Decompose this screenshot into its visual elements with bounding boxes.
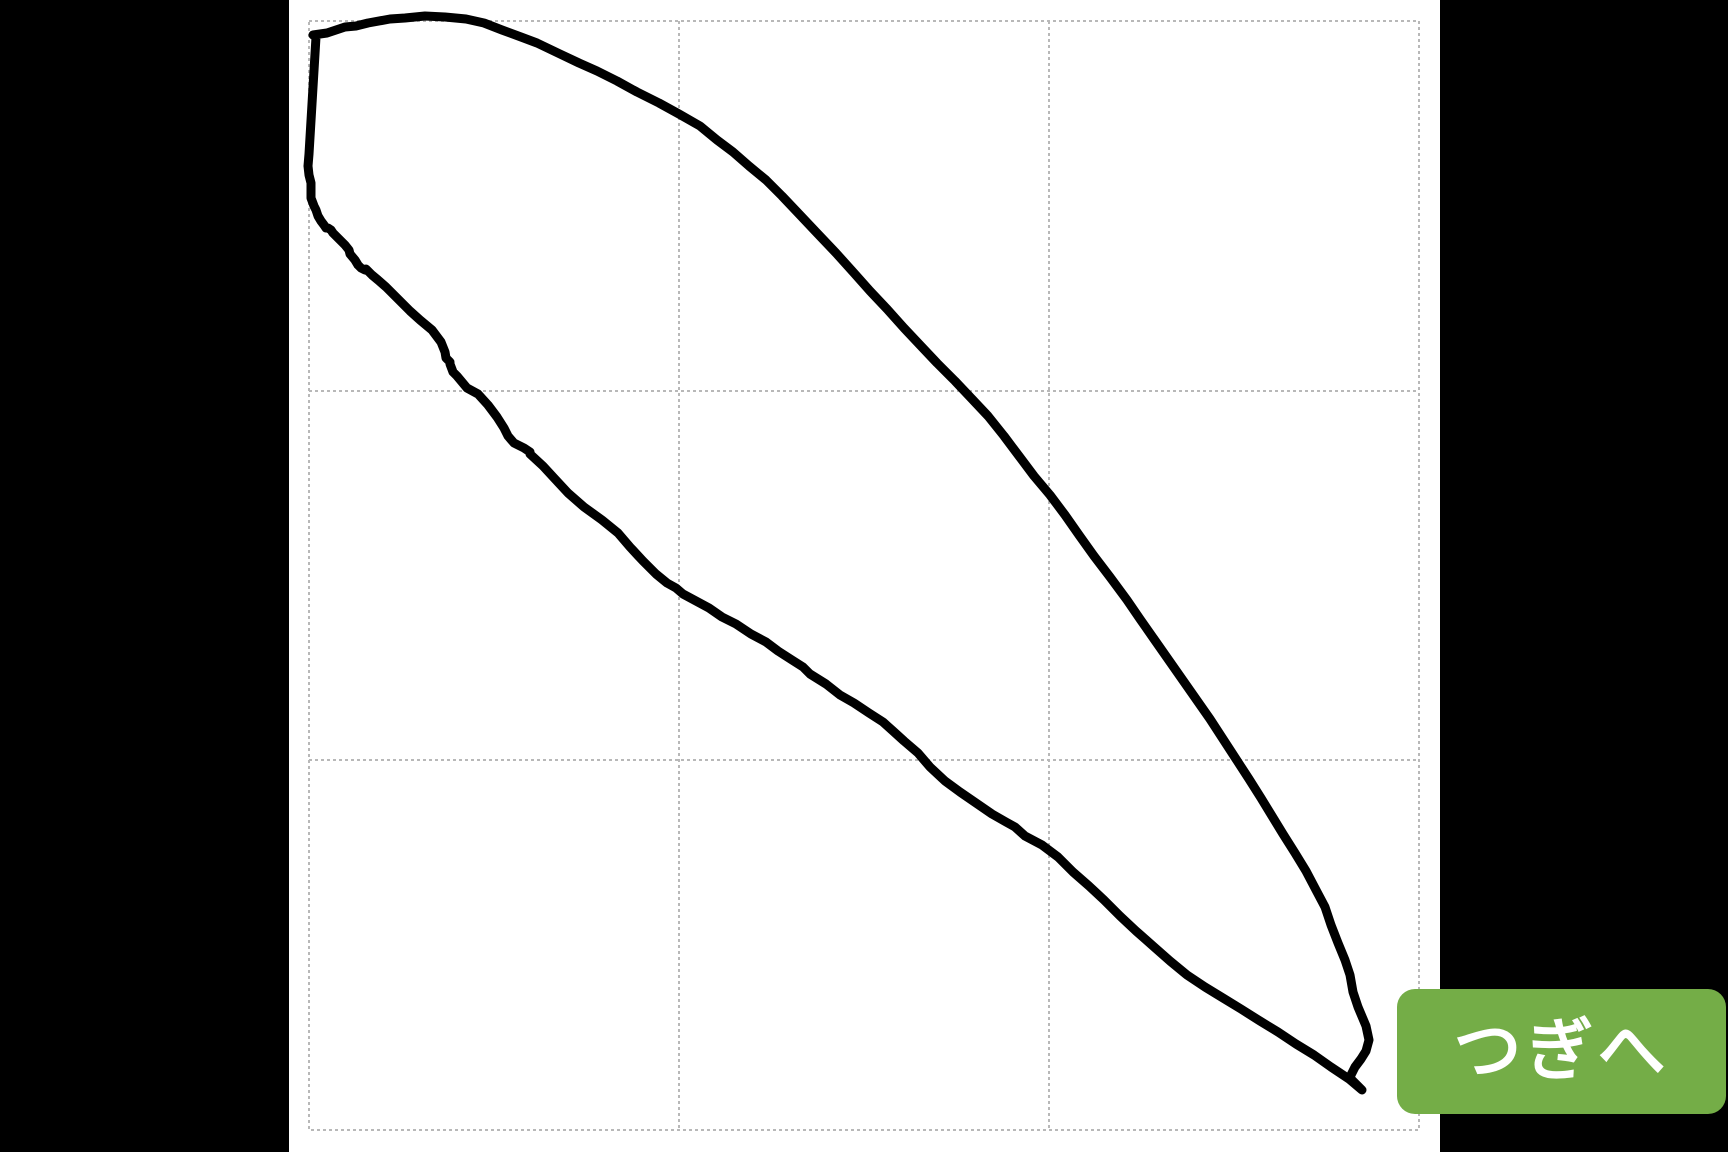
guide-grid: [308, 20, 1420, 1131]
next-button-label: つぎへ: [1453, 1011, 1670, 1091]
hand-drawn-stroke: [303, 11, 1374, 1095]
grid-border: [308, 20, 1420, 1131]
drawing-paper: [289, 0, 1440, 1152]
next-button[interactable]: つぎへ: [1397, 989, 1726, 1114]
